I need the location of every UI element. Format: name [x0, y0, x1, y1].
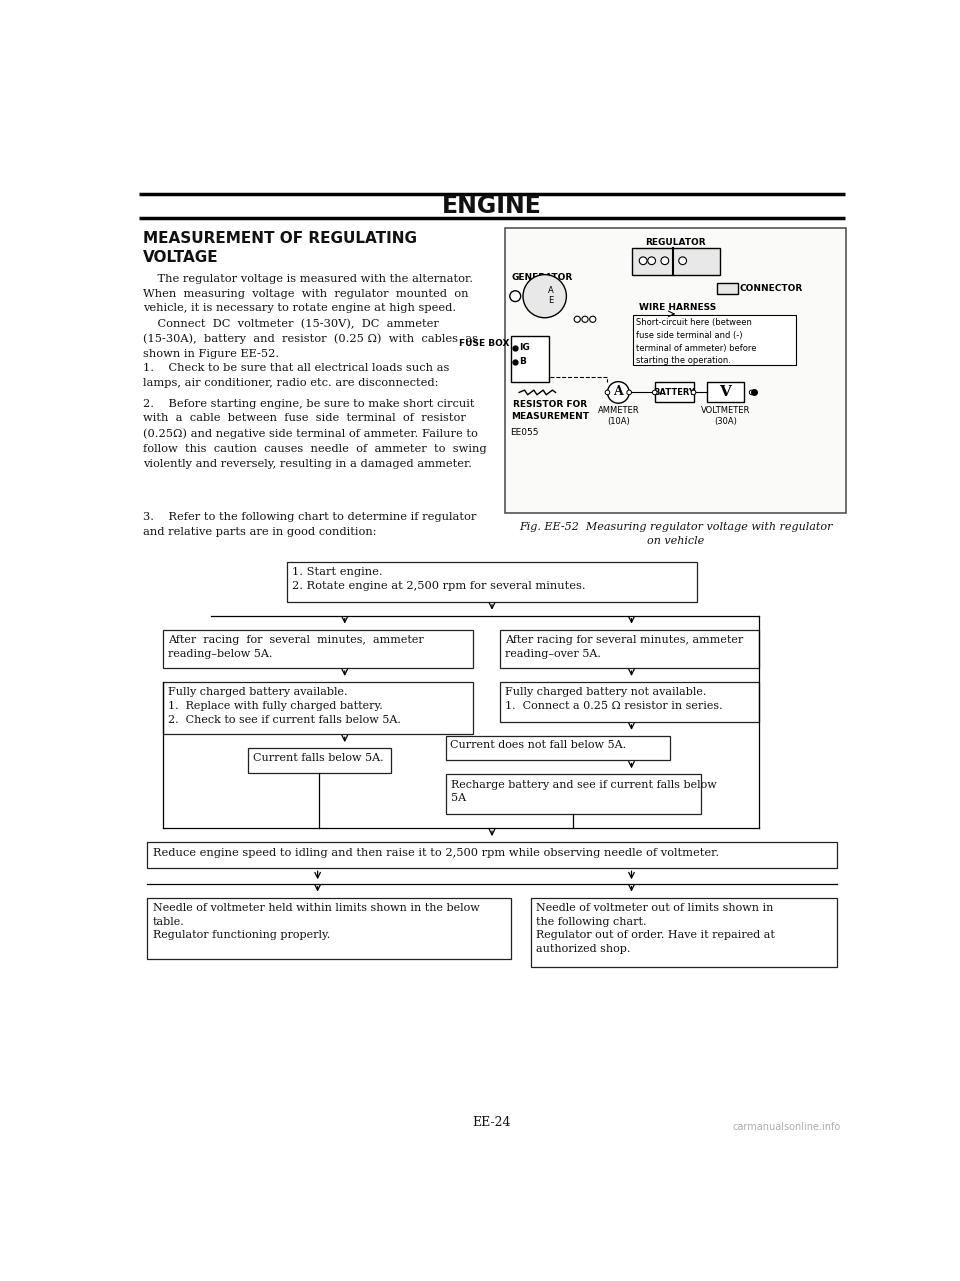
Circle shape — [627, 391, 632, 395]
FancyBboxPatch shape — [500, 681, 759, 722]
FancyBboxPatch shape — [287, 562, 697, 602]
Text: A: A — [613, 386, 623, 398]
Text: Fully charged battery not available.
1.  Connect a 0.25 Ω resistor in series.: Fully charged battery not available. 1. … — [505, 688, 723, 711]
FancyBboxPatch shape — [633, 315, 796, 365]
FancyBboxPatch shape — [505, 228, 846, 514]
Circle shape — [653, 391, 657, 395]
Text: REGULATOR: REGULATOR — [645, 238, 706, 247]
Text: CONNECTOR: CONNECTOR — [740, 284, 804, 293]
Text: 1.    Check to be sure that all electrical loads such as
lamps, air conditioner,: 1. Check to be sure that all electrical … — [143, 363, 449, 388]
Text: Recharge battery and see if current falls below
5A: Recharge battery and see if current fall… — [451, 780, 717, 803]
Text: Needle of voltmeter out of limits shown in
the following chart.
Regulator out of: Needle of voltmeter out of limits shown … — [537, 903, 775, 954]
FancyBboxPatch shape — [248, 748, 392, 772]
FancyBboxPatch shape — [162, 681, 472, 734]
Circle shape — [691, 391, 696, 395]
Text: EE055: EE055 — [510, 428, 539, 437]
Text: 2.    Before starting engine, be sure to make short circuit
with  a  cable  betw: 2. Before starting engine, be sure to ma… — [143, 398, 487, 469]
Text: EE-24: EE-24 — [472, 1116, 512, 1129]
Circle shape — [639, 257, 647, 265]
Text: RESISTOR FOR
MEASUREMENT: RESISTOR FOR MEASUREMENT — [511, 400, 589, 421]
Text: Short-circuit here (between
fuse side terminal and (-)
terminal of ammeter) befo: Short-circuit here (between fuse side te… — [636, 319, 756, 365]
FancyBboxPatch shape — [655, 383, 693, 402]
FancyBboxPatch shape — [707, 383, 744, 402]
Circle shape — [608, 382, 629, 404]
FancyBboxPatch shape — [500, 629, 759, 669]
Text: 3.    Refer to the following chart to determine if regulator
and relative parts : 3. Refer to the following chart to deter… — [143, 512, 476, 537]
Text: Current falls below 5A.: Current falls below 5A. — [252, 753, 383, 762]
FancyBboxPatch shape — [147, 898, 512, 959]
Text: Fully charged battery available.
1.  Replace with fully charged battery.
2.  Che: Fully charged battery available. 1. Repl… — [168, 688, 401, 725]
Text: The regulator voltage is measured with the alternator.
When  measuring  voltage : The regulator voltage is measured with t… — [143, 274, 478, 359]
Text: B: B — [519, 357, 526, 366]
Circle shape — [605, 391, 610, 395]
Text: E: E — [548, 296, 554, 305]
Text: AMMETER
(10A): AMMETER (10A) — [597, 406, 639, 427]
Circle shape — [523, 274, 566, 318]
FancyBboxPatch shape — [162, 629, 472, 669]
Text: Needle of voltmeter held within limits shown in the below
table.
Regulator funct: Needle of voltmeter held within limits s… — [153, 903, 479, 940]
Circle shape — [679, 257, 686, 265]
Text: IG: IG — [519, 343, 530, 352]
Circle shape — [750, 391, 754, 395]
Text: MEASUREMENT OF REGULATING
VOLTAGE: MEASUREMENT OF REGULATING VOLTAGE — [143, 231, 418, 265]
FancyBboxPatch shape — [512, 336, 548, 383]
Text: WIRE HARNESS: WIRE HARNESS — [639, 304, 716, 313]
Text: V: V — [719, 386, 732, 400]
Text: A: A — [548, 286, 554, 295]
Text: carmanualsonline.info: carmanualsonline.info — [732, 1122, 841, 1131]
Text: GENERATOR: GENERATOR — [512, 273, 573, 282]
Text: Reduce engine speed to idling and then raise it to 2,500 rpm while observing nee: Reduce engine speed to idling and then r… — [154, 848, 719, 858]
Text: VOLTMETER
(30A): VOLTMETER (30A) — [701, 406, 750, 427]
Text: ENGINE: ENGINE — [442, 195, 542, 218]
Circle shape — [574, 316, 581, 323]
FancyBboxPatch shape — [632, 247, 720, 274]
Circle shape — [648, 257, 656, 265]
Circle shape — [660, 257, 669, 265]
FancyBboxPatch shape — [445, 774, 701, 815]
Text: After  racing  for  several  minutes,  ammeter
reading–below 5A.: After racing for several minutes, ammete… — [168, 635, 423, 658]
FancyBboxPatch shape — [531, 898, 837, 967]
FancyBboxPatch shape — [147, 842, 837, 869]
Text: 1. Start engine.
2. Rotate engine at 2,500 rpm for several minutes.: 1. Start engine. 2. Rotate engine at 2,5… — [292, 567, 586, 591]
Circle shape — [582, 316, 588, 323]
Circle shape — [510, 291, 520, 301]
FancyBboxPatch shape — [717, 283, 738, 293]
Text: FUSE BOX: FUSE BOX — [459, 338, 510, 347]
Text: BATTERY: BATTERY — [653, 388, 695, 397]
Text: Fig. EE-52  Measuring regulator voltage with regulator
on vehicle: Fig. EE-52 Measuring regulator voltage w… — [519, 521, 832, 546]
Circle shape — [589, 316, 596, 323]
Text: After racing for several minutes, ammeter
reading–over 5A.: After racing for several minutes, ammete… — [505, 635, 743, 658]
FancyBboxPatch shape — [445, 735, 670, 761]
Text: Current does not fall below 5A.: Current does not fall below 5A. — [450, 740, 626, 751]
